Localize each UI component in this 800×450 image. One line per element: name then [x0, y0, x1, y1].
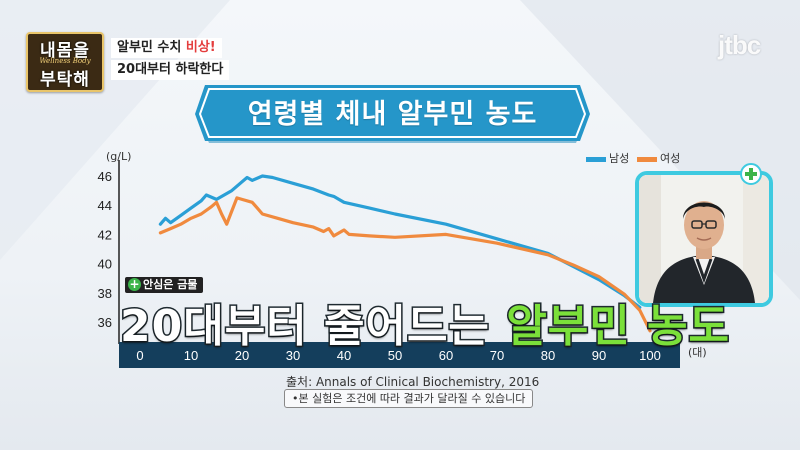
banner-shape — [195, 85, 590, 143]
title-banner: 연령별 체내 알부민 농도 — [195, 85, 590, 149]
chart-source: 출처: Annals of Clinical Biochemistry, 201… — [286, 375, 540, 389]
channel-logo: jtbc — [718, 30, 761, 60]
caption-highlight: 비상! — [185, 40, 216, 55]
y-tick-label: 42 — [98, 227, 112, 242]
show-logo-subtitle: Wellness Body — [39, 57, 91, 65]
y-tick-label: 40 — [98, 257, 112, 272]
x-tick-label: 70 — [490, 348, 504, 363]
x-tick-label: 20 — [235, 348, 249, 363]
y-axis-unit: (g/L) — [106, 150, 132, 163]
x-tick-label: 80 — [541, 348, 555, 363]
x-tick-label: 10 — [184, 348, 198, 363]
legend-female: 여성 — [637, 150, 680, 166]
badge-plus-icon: + — [128, 277, 141, 291]
caption-line2: 20대부터 하락한다 — [111, 60, 230, 80]
y-tick-label: 36 — [98, 315, 112, 330]
x-tick-label: 0 — [136, 348, 143, 363]
overlay-badge: + 안심은 금물 — [125, 277, 204, 293]
x-tick-label: 30 — [286, 348, 300, 363]
x-tick-label: 40 — [337, 348, 351, 363]
x-axis-band — [119, 342, 680, 368]
series-line-female — [158, 196, 652, 333]
legend-male-swatch — [586, 156, 606, 162]
y-tick-label: 44 — [98, 198, 112, 213]
badge-label: 안심은 금물 — [143, 278, 198, 291]
banner-title: 연령별 체내 알부민 농도 — [247, 99, 538, 130]
overlay-subtitle: 20대부터 줄어드는 알부민 농도 — [118, 290, 731, 354]
presenter-image — [639, 175, 769, 303]
show-logo-line1: 내몸을 — [40, 41, 90, 61]
series-line-male — [158, 174, 642, 309]
presenter-video-panel — [635, 171, 773, 307]
caption-prefix: 알부민 수치 — [117, 40, 186, 55]
x-tick-label: 90 — [592, 348, 606, 363]
legend-female-label: 여성 — [660, 152, 681, 165]
plus-icon — [740, 163, 762, 185]
legend-female-swatch — [637, 156, 657, 162]
x-tick-label: 50 — [388, 348, 402, 363]
x-tick-label: 60 — [439, 348, 453, 363]
legend-male-label: 남성 — [609, 152, 630, 165]
y-tick-label: 38 — [98, 286, 112, 301]
disclaimer-note: •본 실험은 조건에 따라 결과가 달라질 수 있습니다 — [284, 389, 534, 408]
caption-line1: 알부민 수치 비상! — [111, 38, 222, 58]
x-axis-unit: (대) — [688, 346, 707, 359]
legend-male: 남성 — [586, 150, 629, 166]
show-logo-line2: 부탁해 — [40, 70, 90, 90]
show-logo: 내몸을 Wellness Body 부탁해 — [26, 32, 104, 92]
overlay-text-white: 20대부터 줄어드는 — [118, 300, 507, 354]
overlay-text-green: 알부민 농도 — [505, 300, 731, 354]
y-tick-label: 46 — [98, 169, 112, 184]
x-tick-label: 100 — [639, 348, 661, 363]
